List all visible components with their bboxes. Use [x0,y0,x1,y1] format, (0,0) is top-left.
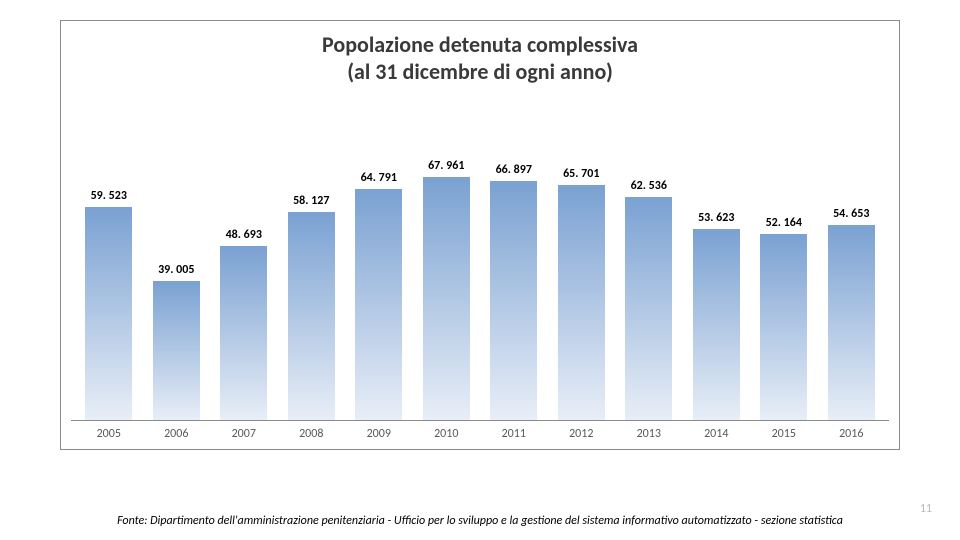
bar-value-label: 54. 653 [833,207,869,221]
bar-value-label: 66. 897 [496,163,532,177]
bar [355,189,402,420]
bar [288,212,335,420]
x-axis-labels: 2005200620072008200920102011201220132014… [71,421,889,449]
bar [423,177,470,420]
bar-value-label: 39. 005 [158,263,194,277]
bar-value-label: 48. 693 [226,228,262,242]
chart-title-line2: (al 31 dicembre di ogni anno) [71,58,889,85]
x-axis-label: 2013 [615,427,683,441]
bar [625,197,672,420]
bar [760,234,807,420]
bar-slot: 52. 164 [750,113,818,420]
bar-value-label: 62. 536 [631,179,667,193]
x-axis-label: 2014 [683,427,751,441]
x-axis-label: 2012 [548,427,616,441]
bar-slot: 53. 623 [683,113,751,420]
source-note: Fonte: Dipartimento dell'amministrazione… [0,514,960,528]
bar [693,229,740,421]
bar [490,181,537,420]
bar-slot: 54. 653 [818,113,886,420]
x-axis-label: 2009 [345,427,413,441]
bar [153,281,200,420]
slide-page: Popolazione detenuta complessiva (al 31 … [0,0,960,540]
bar-value-label: 64. 791 [361,171,397,185]
x-axis-label: 2008 [278,427,346,441]
bar-slot: 48. 693 [210,113,278,420]
bar-value-label: 67. 961 [428,159,464,173]
plot-area: 59. 523 39. 005 48. 693 58. 127 64. 791 67. 9… [71,113,889,449]
bar [85,207,132,420]
bar-value-label: 65. 701 [563,167,599,181]
bar [558,185,605,420]
x-axis-label: 2007 [210,427,278,441]
x-axis-label: 2015 [750,427,818,441]
bar-slot: 39. 005 [143,113,211,420]
chart-frame: Popolazione detenuta complessiva (al 31 … [60,20,900,450]
bar-slot: 66. 897 [480,113,548,420]
bar-slot: 64. 791 [345,113,413,420]
x-axis-label: 2006 [143,427,211,441]
bar-slot: 59. 523 [75,113,143,420]
bar-value-label: 59. 523 [91,189,127,203]
x-axis-label: 2011 [480,427,548,441]
bar-value-label: 52. 164 [766,216,802,230]
bar-value-label: 53. 623 [698,211,734,225]
bar-slot: 67. 961 [413,113,481,420]
chart-title-line1: Popolazione detenuta complessiva [71,31,889,58]
bar-value-label: 58. 127 [293,194,329,208]
x-axis-label: 2010 [413,427,481,441]
bar-slot: 62. 536 [615,113,683,420]
bar-slot: 58. 127 [278,113,346,420]
bars-row: 59. 523 39. 005 48. 693 58. 127 64. 791 67. 9… [71,113,889,420]
bar [220,246,267,420]
page-number: 11 [920,502,932,516]
bar [828,225,875,420]
x-axis-label: 2016 [818,427,886,441]
bar-slot: 65. 701 [548,113,616,420]
x-axis-label: 2005 [75,427,143,441]
